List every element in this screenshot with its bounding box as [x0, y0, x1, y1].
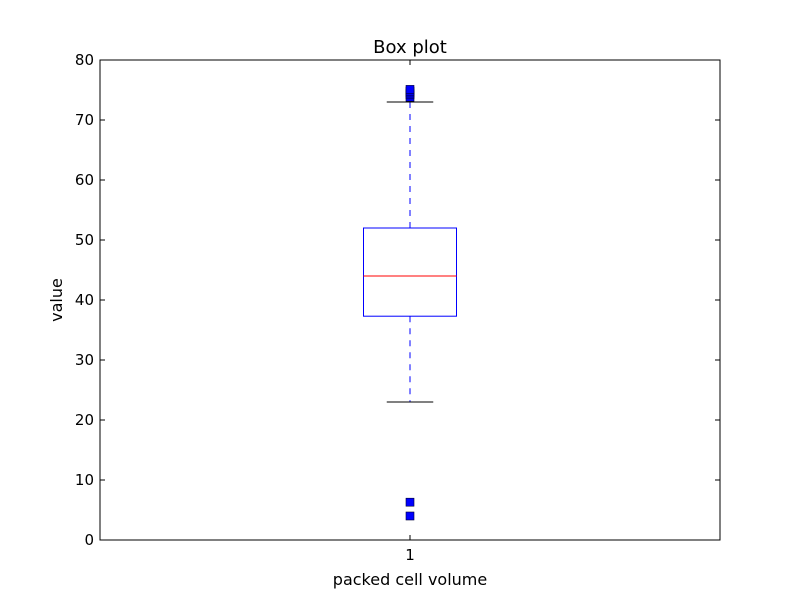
y-tick-label: 80 [75, 51, 94, 69]
x-tick-label: 1 [405, 546, 415, 564]
chart-title: Box plot [373, 37, 447, 58]
boxes [363, 85, 457, 521]
y-tick-label: 60 [75, 171, 94, 189]
y-tick-label: 40 [75, 291, 94, 309]
x-axis-label: packed cell volume [333, 570, 487, 589]
y-axis-label: value [47, 278, 66, 322]
x-axis: 1 [405, 60, 415, 564]
outlier-point [405, 511, 415, 521]
y-tick-label: 20 [75, 411, 94, 429]
box-iqr [363, 227, 457, 317]
y-tick-label: 50 [75, 231, 94, 249]
outlier-point [405, 497, 415, 507]
outlier-point [405, 85, 415, 94]
y-tick-label: 10 [75, 471, 94, 489]
y-tick-label: 0 [84, 531, 94, 549]
y-tick-label: 70 [75, 111, 94, 129]
y-tick-label: 30 [75, 351, 94, 369]
y-axis: 0 10 20 30 40 50 60 70 80 [75, 51, 720, 549]
